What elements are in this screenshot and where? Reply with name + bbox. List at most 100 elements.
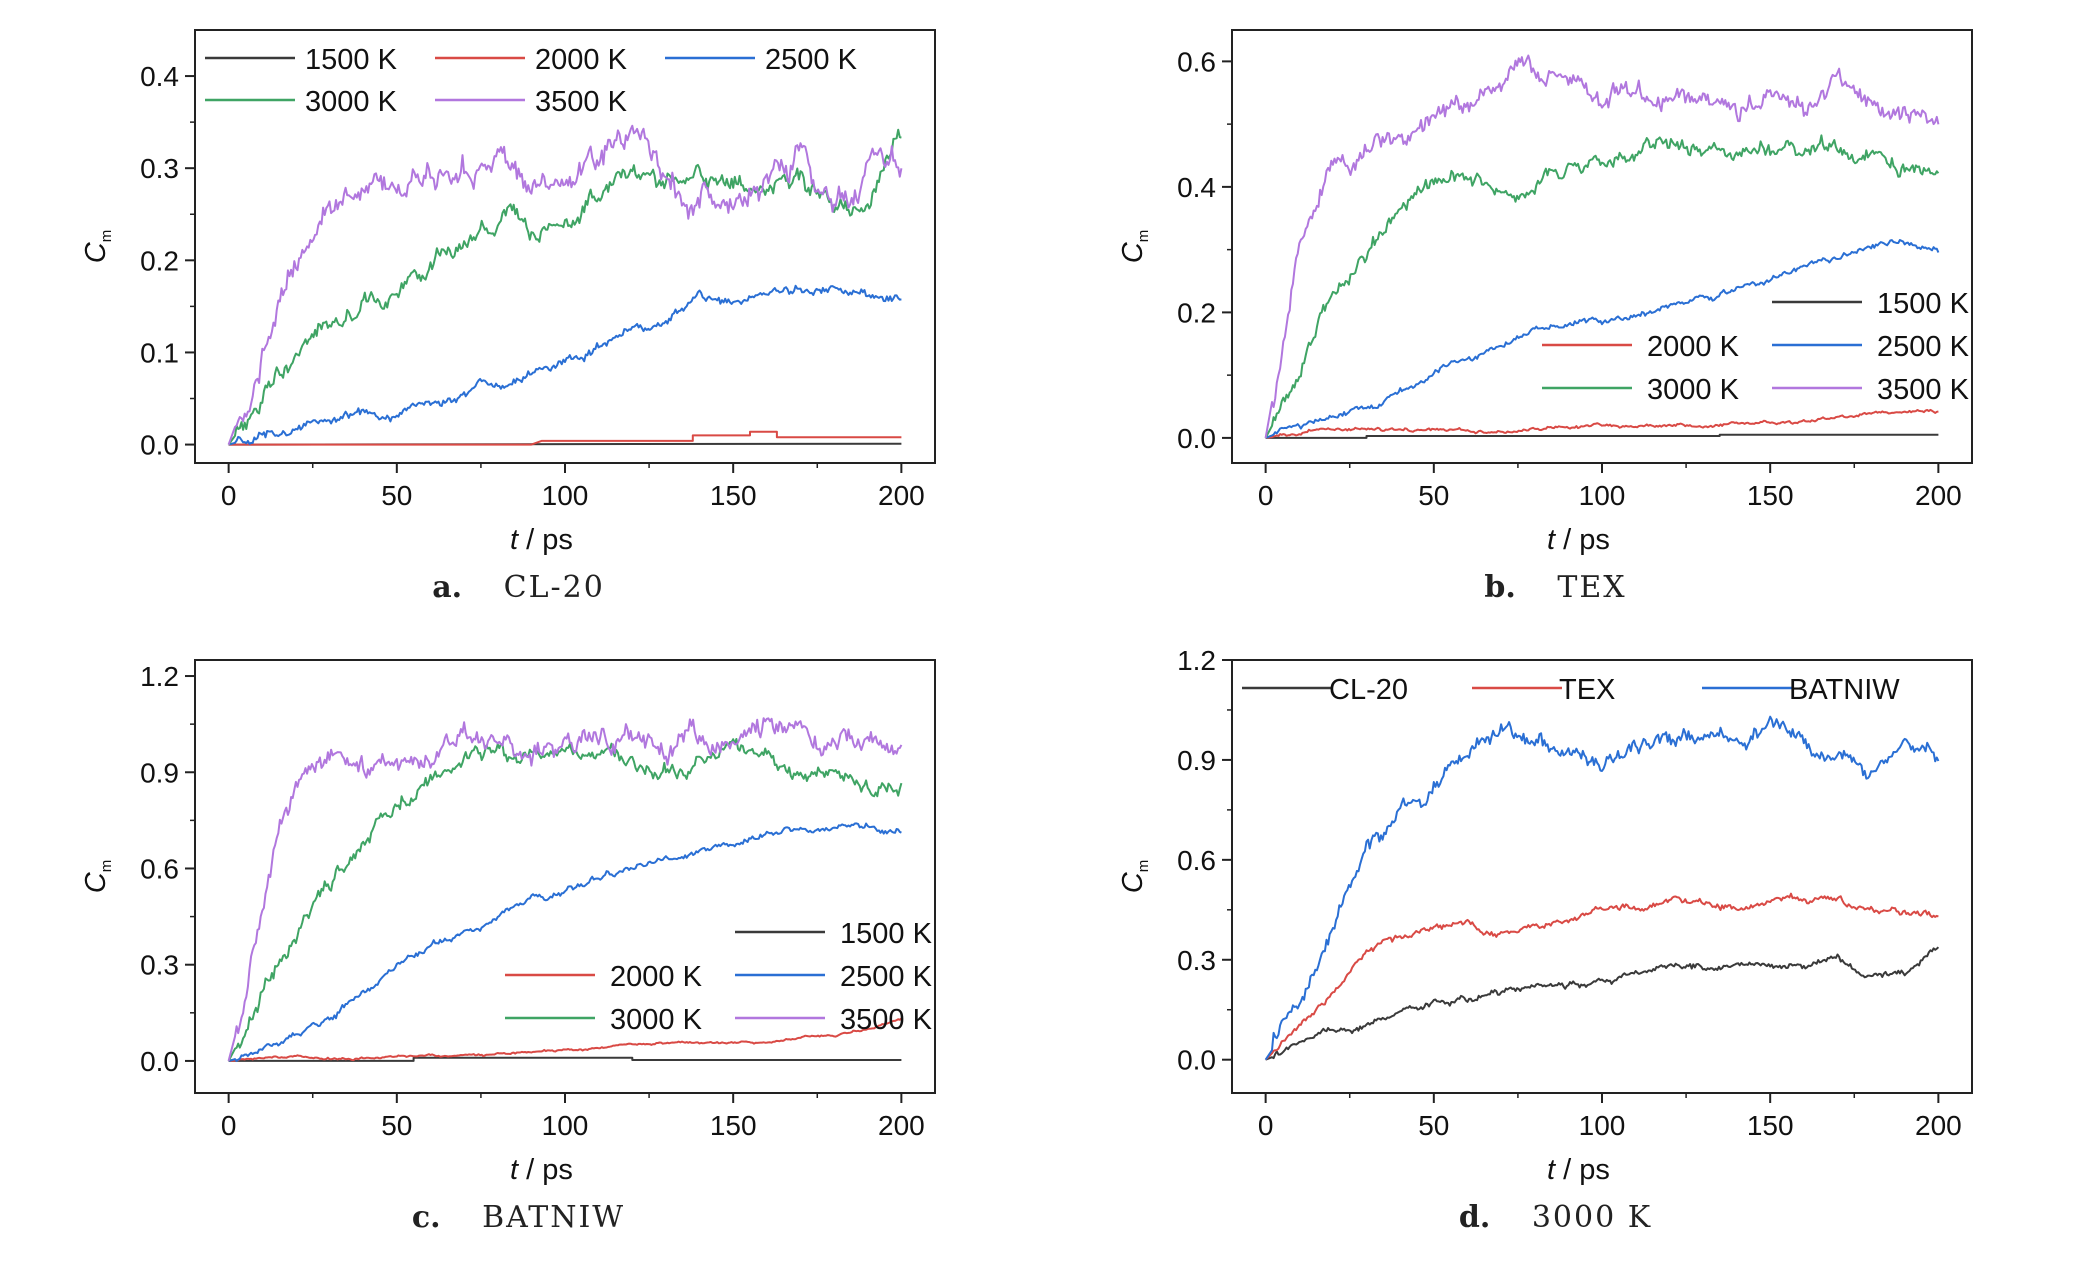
series-line-a-2000-K [228,430,902,446]
legend-label-d-2: BATNIW [1789,674,1900,706]
y-tick-label-c-0: 0.0 [140,1046,179,1077]
y-tick-label-a-4: 0.4 [140,61,179,92]
series-line-b-2000-K [1265,408,1939,439]
y-tick-label-c-4: 1.2 [140,661,179,692]
caption-a-text: CL-20 [503,570,605,605]
y-tick-label-d-1: 0.3 [1177,945,1216,976]
series-line-c-2000-K [228,1017,903,1062]
legend-label-a-4: 3500 K [535,86,628,118]
y-tick-label-c-3: 0.9 [140,757,179,788]
x-tick-label-c-4: 200 [878,1110,925,1141]
caption-b-text: TEX [1557,570,1627,605]
x-tick-label-d-0: 0 [1258,1110,1274,1141]
series-line-d-BATNIW [1264,715,1940,1061]
legend-label-c-3: 3000 K [610,1004,703,1036]
caption-d-text: 3000 K [1531,1200,1653,1235]
x-tick-label-a-1: 50 [381,480,412,511]
series-line-a-3000-K [227,128,902,446]
legend-label-b-2: 2500 K [1877,331,1970,363]
legend-label-c-0: 1500 K [840,918,933,950]
chart-panel-b: 0 50 100 150 200 0.0 0.2 0.4 0.6 t / ps Cm 1500 K 20… [1037,0,2074,630]
y-tick-label-b-1: 0.2 [1177,297,1216,328]
caption-d: d. 3000 K [1037,1200,2074,1235]
legend-label-c-4: 3500 K [840,1004,933,1036]
legend-label-d-0: CL-20 [1329,674,1408,706]
legend-label-a-3: 3000 K [305,86,398,118]
series-line-b-3500-K [1264,54,1940,439]
y-axis-label-a: Cm [80,230,115,263]
legend-label-d-1: TEX [1559,674,1615,706]
y-tick-label-d-2: 0.6 [1177,845,1216,876]
chart-b-svg: 0 50 100 150 200 0.0 0.2 0.4 0.6 t / ps Cm 1500 K 20… [1117,29,1973,556]
legend-label-b-3: 3000 K [1647,374,1740,406]
series-line-d-CL-20 [1265,946,1940,1061]
x-tick-label-a-2: 100 [542,480,589,511]
x-tick-label-d-1: 50 [1418,1110,1449,1141]
caption-a-letter: a. [432,570,463,605]
y-tick-label-b-3: 0.6 [1177,46,1216,77]
caption-b-letter: b. [1484,570,1516,605]
x-tick-label-a-3: 150 [710,480,757,511]
y-tick-label-d-3: 0.9 [1177,745,1216,776]
x-tick-label-c-3: 150 [710,1110,757,1141]
y-tick-label-d-0: 0.0 [1177,1045,1216,1076]
series-line-b-2500-K [1265,239,1940,439]
plot-frame-d [1231,659,1973,1094]
legend-label-a-0: 1500 K [305,44,398,76]
y-tick-label-d-4: 1.2 [1177,645,1216,676]
x-tick-label-b-2: 100 [1579,480,1626,511]
x-axis-label-a: t / ps [510,524,573,556]
caption-c-letter: c. [411,1200,441,1235]
chart-c-svg: 0 50 100 150 200 0.0 0.3 0.6 0.9 1.2 t / ps Cm 1500 … [80,659,936,1186]
y-axis-label-c: Cm [80,860,115,893]
x-axis-label-d: t / ps [1547,1154,1610,1186]
x-axis-label-b: t / ps [1547,524,1610,556]
x-tick-label-b-1: 50 [1418,480,1449,511]
series-line-c-3000-K [227,738,903,1062]
series-line-c-3500-K [227,717,903,1062]
x-axis-label-c: t / ps [510,1154,573,1186]
x-tick-label-c-0: 0 [221,1110,237,1141]
x-tick-label-d-3: 150 [1747,1110,1794,1141]
x-tick-label-d-4: 200 [1915,1110,1962,1141]
x-tick-label-c-1: 50 [381,1110,412,1141]
legend-label-c-1: 2000 K [610,961,703,993]
chart-d-svg: 0 50 100 150 200 0.0 0.3 0.6 0.9 1.2 t / ps Cm CL-20… [1117,645,1973,1186]
y-tick-label-b-2: 0.4 [1177,172,1216,203]
legend-label-b-4: 3500 K [1877,374,1970,406]
chart-a-svg: 0 50 100 150 200 0.0 0.1 0.2 0.3 0.4 t / ps Cm 1500 … [80,29,936,556]
y-axis-label-b: Cm [1117,230,1152,263]
y-axis-label-d: Cm [1117,860,1152,893]
legend-label-b-0: 1500 K [1877,288,1970,320]
series-line-c-2500-K [228,822,902,1062]
chart-panel-d: 0 50 100 150 200 0.0 0.3 0.6 0.9 1.2 t / ps Cm CL-20… [1037,630,2074,1261]
x-tick-label-a-4: 200 [878,480,925,511]
y-tick-label-a-3: 0.3 [140,153,179,184]
caption-b: b. TEX [1037,570,2074,605]
y-tick-label-a-1: 0.1 [140,337,179,368]
legend-label-c-2: 2500 K [840,961,933,993]
series-line-a-3500-K [227,124,903,445]
chart-panel-a: 0 50 100 150 200 0.0 0.1 0.2 0.3 0.4 t / ps Cm 1500 … [0,0,1037,630]
y-tick-label-a-2: 0.2 [140,245,179,276]
chart-panel-c: 0 50 100 150 200 0.0 0.3 0.6 0.9 1.2 t / ps Cm 1500 … [0,630,1037,1261]
y-tick-label-a-0: 0.0 [140,430,179,461]
x-tick-label-a-0: 0 [221,480,237,511]
y-tick-label-c-1: 0.3 [140,950,179,981]
caption-c: c. BATNIW [0,1200,1037,1235]
x-tick-label-b-3: 150 [1747,480,1794,511]
legend-label-a-2: 2500 K [765,44,858,76]
y-tick-label-c-2: 0.6 [140,853,179,884]
y-tick-label-b-0: 0.0 [1177,423,1216,454]
x-tick-label-c-2: 100 [542,1110,589,1141]
legend-label-b-1: 2000 K [1647,331,1740,363]
series-line-b-3000-K [1264,134,1940,439]
x-tick-label-b-4: 200 [1915,480,1962,511]
x-tick-label-b-0: 0 [1258,480,1274,511]
caption-d-letter: d. [1458,1200,1491,1235]
caption-a: a. CL-20 [0,570,1037,605]
series-line-a-2500-K [228,284,902,446]
series-line-d-TEX [1264,892,1939,1061]
legend-label-a-1: 2000 K [535,44,628,76]
series-line-b-1500-K [1265,433,1939,439]
